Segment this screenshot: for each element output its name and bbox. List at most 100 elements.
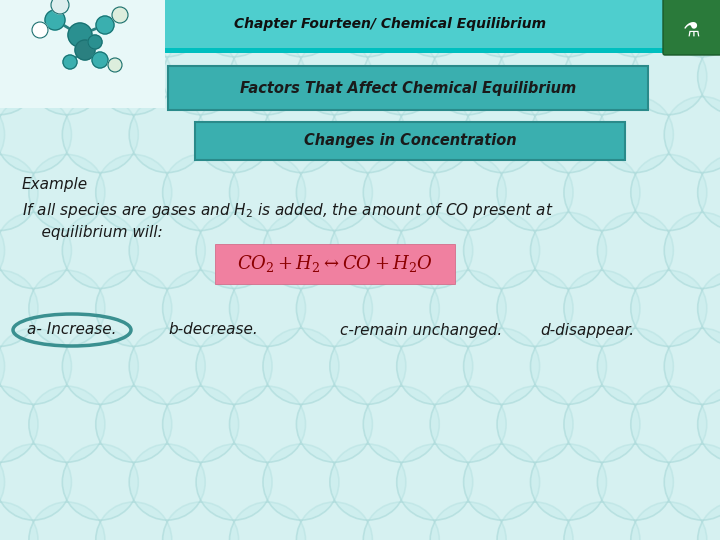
Circle shape xyxy=(364,154,439,231)
Circle shape xyxy=(88,35,102,49)
Circle shape xyxy=(531,444,606,520)
Circle shape xyxy=(63,212,138,288)
Circle shape xyxy=(45,10,65,30)
Text: $CO_2 + H_2 \leftrightarrow CO + H_2O$: $CO_2 + H_2 \leftrightarrow CO + H_2O$ xyxy=(237,253,433,274)
Circle shape xyxy=(129,97,205,173)
Circle shape xyxy=(430,39,506,114)
Circle shape xyxy=(163,39,238,114)
Circle shape xyxy=(497,271,573,346)
Text: d-disappear.: d-disappear. xyxy=(540,322,634,338)
Circle shape xyxy=(497,386,573,462)
Circle shape xyxy=(330,212,406,288)
Circle shape xyxy=(96,16,114,34)
Circle shape xyxy=(0,97,71,173)
Circle shape xyxy=(364,386,439,462)
Circle shape xyxy=(96,39,172,114)
Text: Example: Example xyxy=(22,178,88,192)
Circle shape xyxy=(196,0,272,57)
Circle shape xyxy=(51,0,69,14)
Circle shape xyxy=(464,212,539,288)
Circle shape xyxy=(330,97,406,173)
FancyBboxPatch shape xyxy=(0,24,720,48)
Circle shape xyxy=(430,386,506,462)
Circle shape xyxy=(598,328,673,404)
Circle shape xyxy=(631,39,707,114)
Circle shape xyxy=(598,444,673,520)
Circle shape xyxy=(631,154,707,231)
Circle shape xyxy=(68,23,92,47)
Circle shape xyxy=(464,0,539,57)
Circle shape xyxy=(364,502,439,540)
Circle shape xyxy=(430,502,506,540)
Text: equilibrium will:: equilibrium will: xyxy=(22,225,163,240)
Circle shape xyxy=(96,386,172,462)
Circle shape xyxy=(63,97,138,173)
Circle shape xyxy=(497,154,573,231)
Circle shape xyxy=(564,39,640,114)
Circle shape xyxy=(564,386,640,462)
Circle shape xyxy=(0,154,38,231)
Circle shape xyxy=(163,271,238,346)
Circle shape xyxy=(0,97,4,173)
FancyBboxPatch shape xyxy=(663,0,720,55)
Circle shape xyxy=(108,58,122,72)
Circle shape xyxy=(531,212,606,288)
Circle shape xyxy=(0,271,38,346)
Circle shape xyxy=(63,444,138,520)
Text: Changes in Concentration: Changes in Concentration xyxy=(304,133,516,148)
Circle shape xyxy=(598,212,673,288)
Circle shape xyxy=(364,271,439,346)
Text: Factors That Affect Chemical Equilibrium: Factors That Affect Chemical Equilibrium xyxy=(240,80,576,96)
Circle shape xyxy=(29,386,105,462)
Circle shape xyxy=(96,154,172,231)
Circle shape xyxy=(129,212,205,288)
Circle shape xyxy=(698,502,720,540)
Circle shape xyxy=(430,271,506,346)
Circle shape xyxy=(531,328,606,404)
Circle shape xyxy=(397,444,473,520)
Circle shape xyxy=(0,502,38,540)
Circle shape xyxy=(63,328,138,404)
Circle shape xyxy=(230,39,305,114)
Circle shape xyxy=(364,39,439,114)
Circle shape xyxy=(0,386,38,462)
Circle shape xyxy=(230,271,305,346)
Circle shape xyxy=(263,0,339,57)
Circle shape xyxy=(92,52,108,68)
Circle shape xyxy=(196,97,272,173)
Circle shape xyxy=(230,502,305,540)
Circle shape xyxy=(297,154,372,231)
Circle shape xyxy=(564,271,640,346)
Circle shape xyxy=(129,328,205,404)
Circle shape xyxy=(63,0,138,57)
Text: ⚗: ⚗ xyxy=(683,21,701,39)
Circle shape xyxy=(230,154,305,231)
Circle shape xyxy=(665,328,720,404)
Circle shape xyxy=(263,212,339,288)
Circle shape xyxy=(63,55,77,69)
Circle shape xyxy=(297,386,372,462)
Circle shape xyxy=(163,502,238,540)
Circle shape xyxy=(112,7,128,23)
Circle shape xyxy=(0,0,4,57)
FancyBboxPatch shape xyxy=(215,244,455,284)
Circle shape xyxy=(0,212,4,288)
Circle shape xyxy=(0,328,71,404)
Circle shape xyxy=(430,154,506,231)
Circle shape xyxy=(196,444,272,520)
Circle shape xyxy=(129,444,205,520)
Circle shape xyxy=(96,271,172,346)
Circle shape xyxy=(163,386,238,462)
Circle shape xyxy=(0,328,4,404)
Circle shape xyxy=(230,386,305,462)
Circle shape xyxy=(698,386,720,462)
Circle shape xyxy=(598,97,673,173)
Circle shape xyxy=(330,444,406,520)
Circle shape xyxy=(0,39,38,114)
Text: Chapter Fourteen/ Chemical Equilibrium: Chapter Fourteen/ Chemical Equilibrium xyxy=(234,17,546,31)
Circle shape xyxy=(631,386,707,462)
Circle shape xyxy=(330,0,406,57)
Text: If all species are gases and H$_2$ is added, the amount of CO present at: If all species are gases and H$_2$ is ad… xyxy=(22,200,554,219)
Circle shape xyxy=(464,444,539,520)
Circle shape xyxy=(698,271,720,346)
